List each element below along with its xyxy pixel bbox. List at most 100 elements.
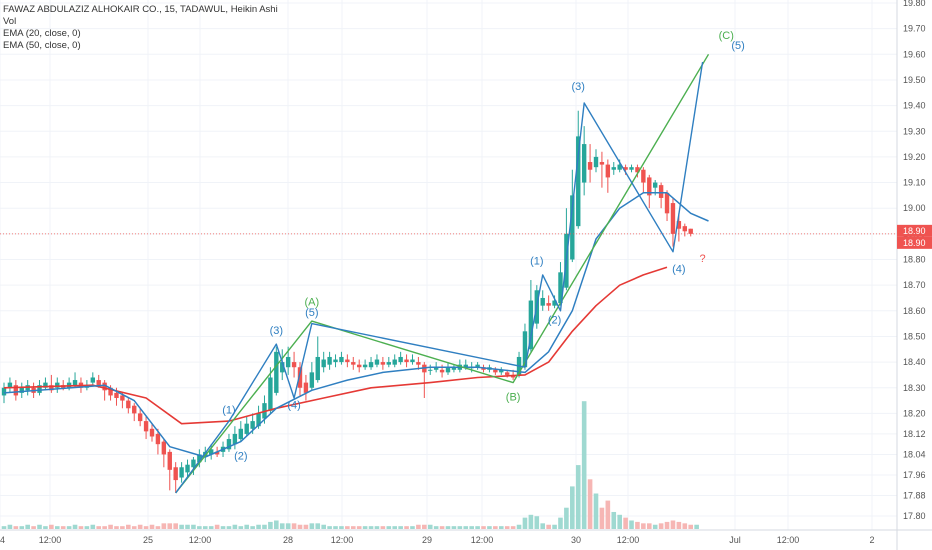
volume-bar: [475, 526, 480, 529]
candle[interactable]: [410, 354, 415, 365]
symbol-title: FAWAZ ABDULAZIZ ALHOKAIR CO., 15, TADAWU…: [3, 4, 278, 15]
candle[interactable]: [309, 362, 315, 391]
candle[interactable]: [445, 362, 451, 375]
candle[interactable]: [274, 346, 279, 396]
candle[interactable]: [238, 421, 243, 442]
candle[interactable]: [570, 169, 575, 263]
candle[interactable]: [7, 377, 13, 393]
candle[interactable]: [599, 151, 605, 188]
candle[interactable]: [647, 174, 652, 209]
candle[interactable]: [19, 382, 24, 399]
volume-indicator-label[interactable]: Vol: [3, 16, 17, 27]
candle[interactable]: [137, 408, 143, 427]
candle-body: [641, 169, 646, 183]
candle[interactable]: [13, 380, 19, 401]
candle[interactable]: [90, 372, 95, 386]
candle[interactable]: [392, 354, 397, 368]
x-tick-label: 12:00: [39, 535, 62, 545]
candle[interactable]: [102, 380, 107, 401]
candle[interactable]: [428, 364, 433, 375]
candle[interactable]: [291, 351, 297, 378]
candle[interactable]: [351, 356, 356, 370]
candle[interactable]: [475, 362, 480, 370]
candle[interactable]: [120, 392, 125, 409]
candle[interactable]: [587, 144, 593, 183]
volume-bar: [641, 523, 646, 529]
y-tick-label: 19.50: [903, 75, 926, 85]
candle[interactable]: [362, 359, 368, 370]
candle[interactable]: [546, 295, 551, 311]
candle[interactable]: [451, 364, 457, 373]
candle-body: [280, 362, 285, 373]
candle[interactable]: [297, 362, 303, 396]
volume-bar: [587, 479, 593, 529]
volume-bar: [629, 520, 634, 529]
candle[interactable]: [368, 356, 374, 370]
candle[interactable]: [149, 423, 155, 442]
candle[interactable]: [232, 426, 238, 450]
candle[interactable]: [132, 403, 137, 422]
candle[interactable]: [374, 354, 380, 368]
candle[interactable]: [664, 190, 670, 222]
volume-bar: [54, 526, 60, 529]
candle[interactable]: [416, 356, 421, 370]
candle[interactable]: [499, 367, 504, 375]
candle[interactable]: [688, 228, 693, 237]
candle[interactable]: [581, 126, 587, 196]
volume-bar: [274, 520, 279, 529]
candle[interactable]: [339, 351, 344, 365]
candle[interactable]: [576, 110, 581, 229]
candle[interactable]: [167, 449, 172, 491]
volume-bar: [398, 526, 403, 529]
wave-label: (3): [270, 325, 283, 337]
candle[interactable]: [327, 351, 332, 370]
candle[interactable]: [179, 462, 184, 483]
candle[interactable]: [315, 336, 320, 383]
candle[interactable]: [185, 459, 190, 478]
candle[interactable]: [197, 449, 202, 468]
candle[interactable]: [593, 149, 599, 173]
candle[interactable]: [191, 457, 196, 475]
candle[interactable]: [629, 164, 634, 173]
candle[interactable]: [357, 359, 362, 373]
y-tick-label: 19.10: [903, 178, 926, 188]
candle[interactable]: [558, 262, 563, 306]
candle[interactable]: [635, 164, 640, 178]
candle[interactable]: [605, 159, 611, 193]
candle[interactable]: [333, 354, 338, 368]
candle[interactable]: [37, 380, 42, 396]
candle[interactable]: [658, 182, 664, 209]
ema20-indicator-label[interactable]: EMA (20, close, 0): [3, 28, 81, 39]
candle[interactable]: [540, 290, 545, 311]
y-tick-label: 19.80: [903, 0, 926, 8]
candle[interactable]: [244, 415, 249, 437]
candle[interactable]: [398, 351, 403, 365]
volume-bar: [126, 524, 131, 529]
candle[interactable]: [209, 444, 214, 460]
candle[interactable]: [155, 428, 161, 455]
candle[interactable]: [321, 351, 326, 373]
candle[interactable]: [611, 162, 616, 175]
candle[interactable]: [226, 433, 232, 452]
candle[interactable]: [303, 374, 309, 401]
ema50-indicator-label[interactable]: EMA (50, close, 0): [3, 40, 81, 51]
candle[interactable]: [173, 462, 178, 493]
candle[interactable]: [55, 377, 60, 393]
candle[interactable]: [126, 398, 131, 414]
candle-body: [191, 459, 196, 468]
candle-body: [268, 377, 273, 411]
candle[interactable]: [143, 415, 149, 440]
volume-bar: [410, 526, 415, 529]
candle[interactable]: [280, 349, 285, 381]
candle[interactable]: [268, 367, 273, 414]
candle[interactable]: [380, 356, 386, 370]
candle[interactable]: [43, 377, 48, 391]
candle[interactable]: [345, 354, 350, 368]
candle[interactable]: [641, 167, 646, 193]
candle[interactable]: [404, 354, 409, 368]
candle[interactable]: [161, 439, 167, 468]
candle[interactable]: [682, 223, 687, 237]
candle[interactable]: [670, 197, 676, 247]
candle[interactable]: [386, 356, 391, 368]
